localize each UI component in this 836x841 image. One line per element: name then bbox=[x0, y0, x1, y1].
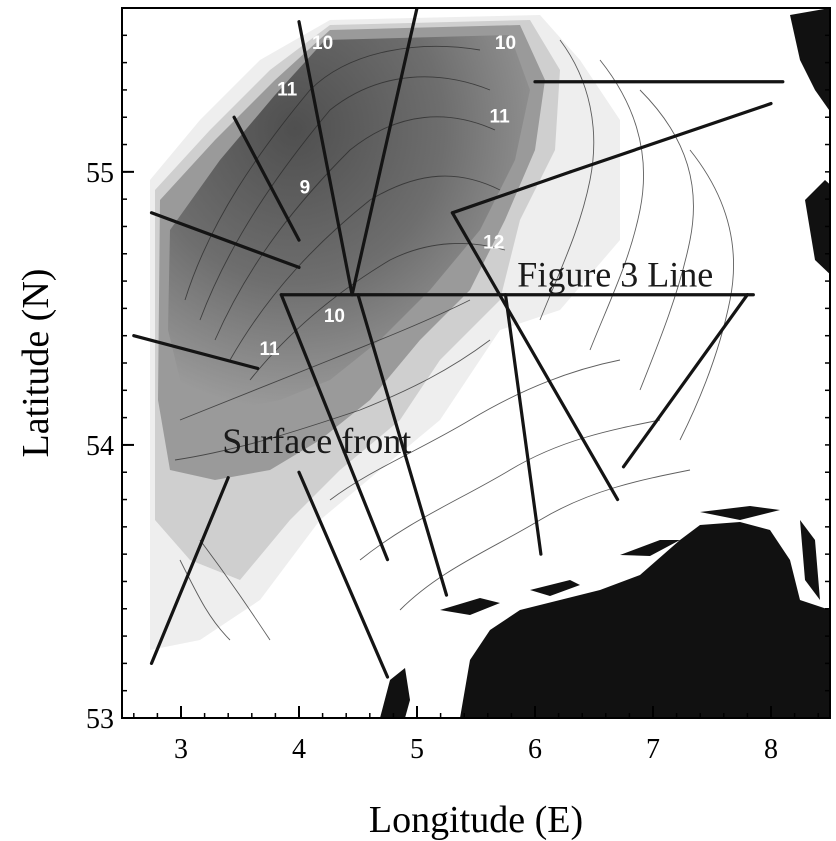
transect-line bbox=[621, 293, 750, 469]
land bbox=[380, 8, 830, 718]
transect-line bbox=[356, 293, 449, 597]
figure-3-line-annotation: Figure 3 Line bbox=[517, 255, 713, 295]
contour-label: 10 bbox=[312, 33, 333, 54]
annotations: Figure 3 Line Surface front bbox=[222, 255, 713, 462]
transect-line bbox=[450, 170, 573, 215]
danish-coast bbox=[800, 520, 820, 600]
contour-labels: 10 10 11 11 9 12 10 11 12 12 bbox=[117, 33, 516, 524]
transect-line bbox=[297, 20, 354, 297]
x-tick-label: 7 bbox=[646, 734, 660, 765]
y-tick-label: 55 bbox=[86, 158, 114, 189]
transect-line bbox=[149, 476, 230, 665]
x-tick-label: 4 bbox=[292, 734, 306, 765]
frisian-island bbox=[380, 668, 410, 718]
x-axis: 3 4 5 6 7 8 bbox=[133, 706, 819, 765]
contour-label: 9 bbox=[300, 178, 311, 199]
danish-coast bbox=[805, 180, 830, 275]
transect-lines bbox=[132, 8, 785, 679]
contour-label: 11 bbox=[490, 107, 511, 128]
x-tick-label: 5 bbox=[410, 734, 424, 765]
frisian-island bbox=[620, 540, 680, 556]
y-axis-title: Latitude (N) bbox=[15, 269, 57, 458]
transect-line bbox=[503, 293, 543, 556]
danish-coast bbox=[790, 8, 830, 112]
contour-label: 12 bbox=[117, 503, 138, 524]
contour-label: 11 bbox=[277, 79, 298, 100]
contour-label: 12 bbox=[117, 451, 138, 472]
x-axis-title: Longitude (E) bbox=[369, 799, 583, 841]
contour-label: 11 bbox=[259, 339, 280, 360]
transect-line bbox=[297, 470, 390, 679]
transect-line bbox=[232, 115, 301, 242]
x-tick-label: 8 bbox=[764, 734, 778, 765]
transect-line bbox=[568, 101, 773, 174]
x-tick-label: 3 bbox=[174, 734, 188, 765]
x-tick-label: 6 bbox=[528, 734, 542, 765]
frisian-island bbox=[700, 506, 780, 520]
transect-line bbox=[132, 334, 260, 371]
y-axis: 53 54 55 bbox=[86, 34, 830, 735]
y-tick-label: 53 bbox=[86, 704, 114, 735]
transect-line bbox=[279, 293, 390, 562]
frisian-island bbox=[440, 598, 500, 615]
contour-label: 10 bbox=[324, 306, 345, 327]
transect-line bbox=[149, 211, 301, 270]
transect-line bbox=[450, 211, 620, 502]
transect-line bbox=[350, 8, 419, 297]
contour-label: 10 bbox=[495, 33, 516, 54]
y-tick-label: 54 bbox=[86, 431, 114, 462]
contour-label: 12 bbox=[483, 232, 504, 253]
map-canvas: 10 10 11 11 9 12 10 11 12 12 bbox=[117, 8, 830, 718]
surface-front-annotation: Surface front bbox=[222, 421, 411, 461]
frisian-island bbox=[530, 580, 580, 596]
coastline-mainland bbox=[460, 522, 830, 718]
